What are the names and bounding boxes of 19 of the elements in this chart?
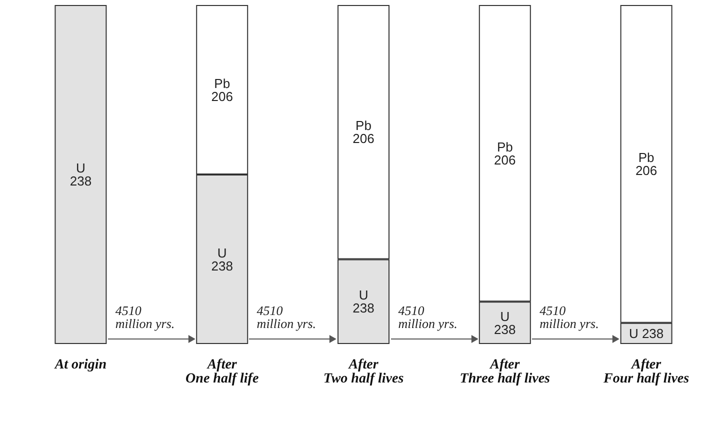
x-tick-label: After Two half lives [323, 358, 404, 386]
x-tick-label: After One half life [186, 358, 259, 386]
text: U 238 [211, 245, 233, 274]
series-label: U 238 [628, 326, 664, 341]
annotation: 4510 million yrs. [256, 303, 316, 331]
text: U 238 [70, 160, 92, 188]
annotation: 4510 million yrs. [398, 303, 458, 331]
text: Pb 206 [635, 150, 658, 178]
x-tick-label: After Four half lives [602, 358, 690, 386]
x-tick-label: After Three half lives [460, 358, 551, 386]
annotation: 4510 million yrs. [115, 303, 175, 331]
series-label: Pb 206 [352, 118, 374, 146]
annotation: 4510 million yrs. [540, 303, 599, 331]
text: Pb 206 [211, 76, 233, 104]
bar [54, 5, 107, 344]
x-tick-label: At origin [54, 358, 107, 372]
text: U 238 [352, 288, 374, 316]
text: U 238 [494, 308, 516, 337]
text: Pb 206 [494, 139, 516, 168]
